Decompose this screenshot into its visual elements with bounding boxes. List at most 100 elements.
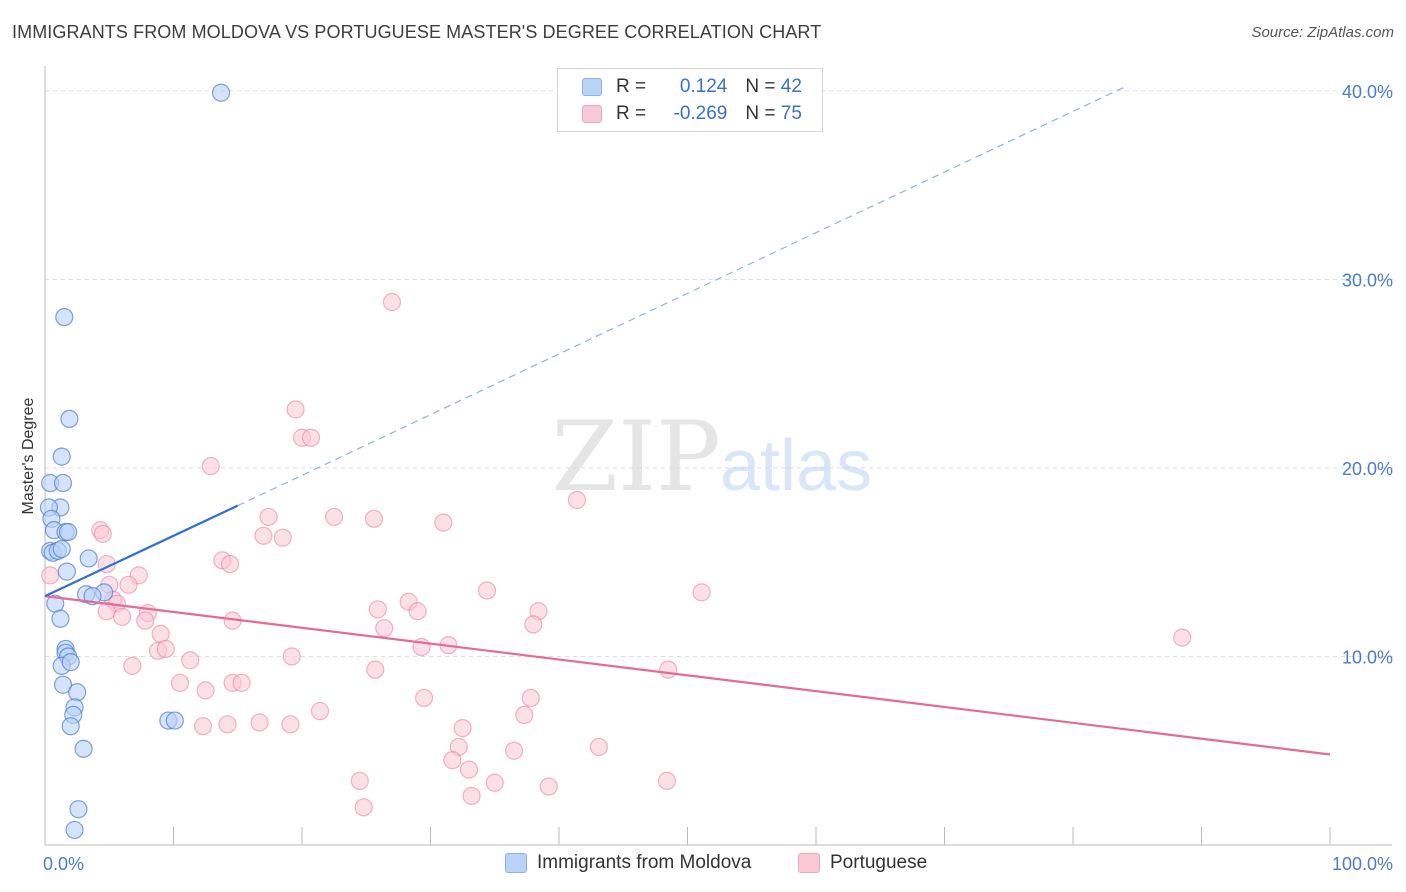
portuguese-point	[136, 611, 155, 630]
portuguese-point	[657, 771, 677, 790]
moldova-point	[165, 711, 184, 730]
portuguese-point	[659, 660, 678, 679]
portuguese-point	[201, 456, 220, 476]
moldova-points	[39, 83, 231, 840]
series-swatch-moldova	[505, 853, 527, 873]
portuguese-point	[281, 715, 300, 734]
legend-r-value: -0.269	[673, 103, 728, 124]
portuguese-point	[524, 615, 543, 634]
moldova-point	[69, 800, 88, 819]
portuguese-point	[218, 715, 237, 734]
portuguese-point	[459, 760, 479, 779]
series-swatch-portuguese	[798, 853, 820, 873]
moldova-point	[52, 447, 71, 466]
legend-r-value: 0.124	[679, 76, 728, 97]
moldova-point	[65, 820, 84, 840]
portuguese-point	[589, 737, 608, 757]
moldova-point	[52, 539, 71, 559]
portuguese-point	[259, 507, 278, 527]
portuguese-point	[196, 681, 215, 700]
watermark-atlas: atlas	[720, 426, 872, 506]
portuguese-point	[414, 688, 434, 708]
moldova-point	[61, 653, 80, 672]
watermark: ZIP atlas	[551, 401, 872, 513]
moldova-point	[53, 675, 73, 694]
y-tick-label: 30.0%	[1342, 270, 1393, 290]
x-tick-labels: 0.0% 100.0%	[43, 854, 1393, 874]
series-legend: Immigrants from Moldova Portuguese	[0, 852, 1406, 878]
moldova-point	[59, 522, 78, 542]
portuguese-point	[310, 702, 330, 721]
portuguese-point	[462, 786, 481, 806]
portuguese-point	[408, 602, 427, 621]
legend-r-label: R =	[616, 103, 652, 124]
portuguese-point	[1173, 628, 1192, 647]
moldova-point	[61, 717, 80, 736]
portuguese-point	[193, 717, 213, 736]
x-tick-label-max: 100.0%	[1332, 854, 1393, 874]
moldova-point	[60, 409, 79, 429]
portuguese-point	[119, 575, 138, 594]
portuguese-point	[515, 705, 534, 725]
portuguese-point	[521, 688, 540, 708]
portuguese-point	[539, 777, 558, 796]
portuguese-point	[567, 490, 587, 510]
y-tick-labels: 10.0% 20.0% 30.0% 40.0%	[1342, 82, 1393, 668]
portuguese-point	[93, 524, 112, 544]
portuguese-point	[453, 719, 472, 738]
series-name-moldova: Immigrants from Moldova	[537, 852, 752, 873]
moldova-trend-extension	[237, 86, 1125, 507]
portuguese-point	[354, 798, 373, 817]
series-legend-portuguese[interactable]: Portuguese	[798, 852, 927, 874]
axes	[44, 66, 1392, 846]
legend-swatch-moldova	[582, 78, 602, 96]
portuguese-point	[350, 771, 369, 790]
chart-title: IMMIGRANTS FROM MOLDOVA VS PORTUGUESE MA…	[12, 22, 822, 42]
legend-r-label: R =	[616, 76, 652, 97]
portuguese-point	[181, 651, 200, 670]
chart-source: Source: ZipAtlas.com	[1251, 24, 1394, 41]
portuguese-point	[123, 656, 142, 675]
legend-n-label: N =	[745, 76, 781, 97]
moldova-point	[74, 739, 93, 758]
portuguese-point	[364, 509, 384, 528]
y-tick-label: 10.0%	[1342, 647, 1393, 667]
portuguese-point	[368, 600, 387, 619]
moldova-trend-line	[44, 504, 239, 598]
portuguese-point	[301, 428, 321, 447]
portuguese-point	[170, 673, 190, 692]
y-tick-label: 20.0%	[1342, 459, 1393, 479]
portuguese-point	[112, 607, 132, 626]
legend-swatch-portuguese	[582, 105, 602, 123]
portuguese-point	[325, 507, 344, 527]
portuguese-point	[477, 581, 497, 600]
portuguese-point	[282, 647, 301, 666]
portuguese-point	[254, 526, 273, 545]
portuguese-point	[220, 554, 240, 574]
moldova-point	[57, 562, 76, 581]
portuguese-point	[286, 400, 305, 419]
portuguese-point	[434, 513, 453, 532]
moldova-point	[51, 609, 70, 628]
grid-lines	[45, 90, 1394, 657]
portuguese-point	[366, 660, 385, 679]
moldova-point	[53, 473, 73, 493]
portuguese-points	[41, 292, 1192, 817]
portuguese-point	[151, 624, 170, 643]
portuguese-point	[250, 713, 269, 732]
correlation-legend: R = 0.124 N = 42 R = -0.269 N = 75	[557, 68, 823, 132]
portuguese-point	[382, 292, 402, 312]
moldova-point	[55, 307, 74, 327]
portuguese-point	[232, 673, 251, 692]
portuguese-trend-line	[44, 595, 1331, 756]
portuguese-point	[375, 619, 394, 638]
series-legend-moldova[interactable]: Immigrants from Moldova	[505, 852, 751, 874]
trend-lines	[44, 86, 1331, 756]
y-axis-label: Master's Degree	[20, 397, 37, 514]
portuguese-point	[504, 741, 524, 760]
moldova-point	[79, 549, 98, 568]
portuguese-point	[156, 639, 175, 659]
legend-n-value: 75	[780, 103, 802, 124]
legend-row-portuguese: R = -0.269 N = 75	[582, 101, 802, 127]
